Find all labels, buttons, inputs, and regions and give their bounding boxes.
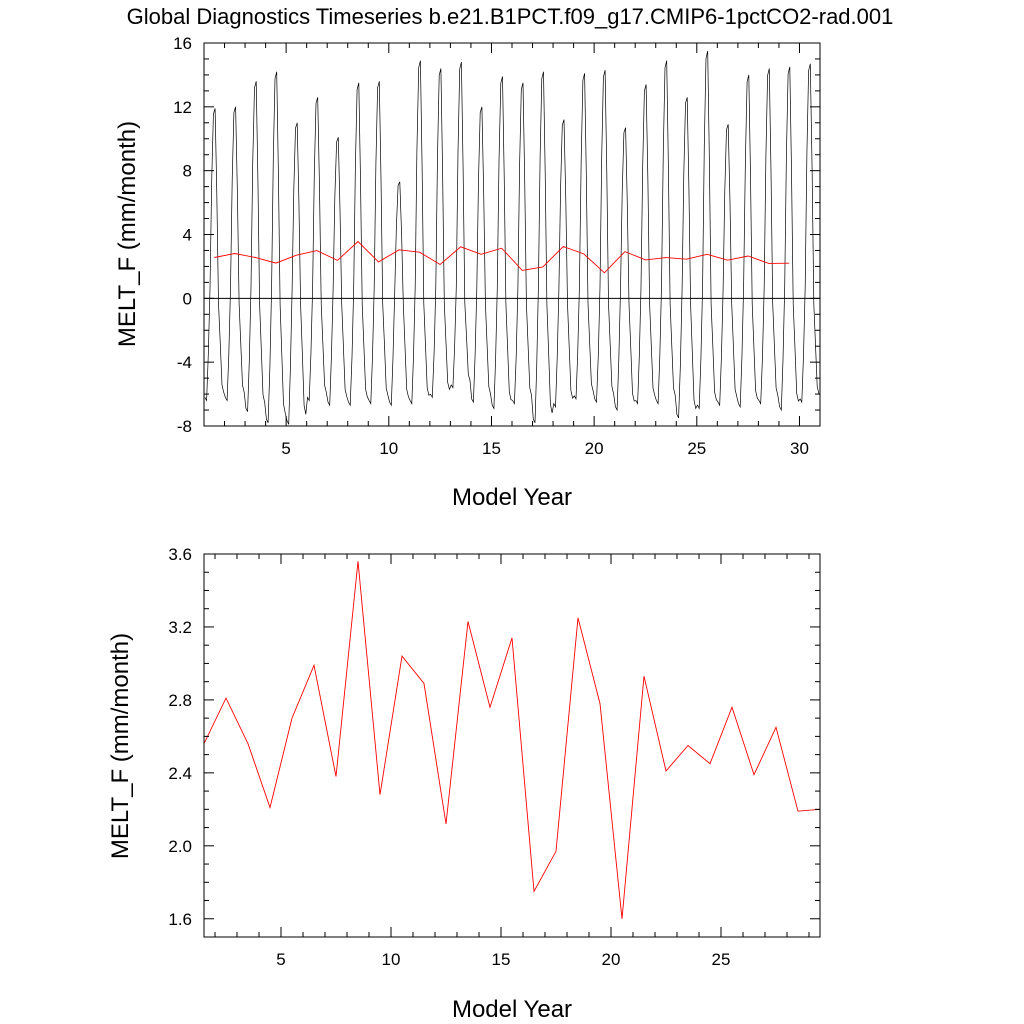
y-tick-label: -4 (177, 353, 192, 372)
annual-mean-series-group (214, 240, 790, 274)
bottom-y-axis-label: MELT_F (mm/month) (107, 633, 134, 859)
monthly-series-line (204, 50, 820, 425)
x-tick-label: 20 (585, 439, 604, 458)
x-tick-label: 25 (687, 439, 706, 458)
y-tick-label: 3.6 (168, 545, 192, 564)
figure-title: Global Diagnostics Timeseries b.e21.B1PC… (127, 4, 894, 29)
x-tick-label: 25 (712, 950, 731, 969)
y-tick-label: 2.4 (168, 764, 192, 783)
monthly-series-group (204, 50, 820, 425)
top-x-axis-label: Model Year (452, 484, 572, 511)
y-tick-label: 0 (183, 289, 192, 308)
x-tick-label: 20 (602, 950, 621, 969)
top-plot-frame (203, 42, 821, 427)
y-tick-label: 8 (183, 162, 192, 181)
x-tick-label: 15 (492, 950, 511, 969)
top-y-axis-label: MELT_F (mm/month) (114, 121, 141, 347)
x-tick-label: 15 (482, 439, 501, 458)
y-tick-label: 2.8 (168, 691, 192, 710)
bottom-plot-frame (203, 553, 821, 938)
y-tick-label: 2.0 (168, 837, 192, 856)
x-tick-label: 30 (790, 439, 809, 458)
annual-mean-series-line (214, 240, 790, 274)
y-tick-label: 12 (173, 98, 192, 117)
x-tick-label: 5 (281, 439, 290, 458)
top-axes: 5 10 15 20 25 30 -8 -4 0 4 8 12 16 (173, 34, 821, 458)
bottom-x-axis-label: Model Year (452, 996, 572, 1023)
y-tick-label: 4 (183, 226, 192, 245)
y-tick-label: 1.6 (168, 910, 192, 929)
x-tick-label: 5 (276, 950, 285, 969)
y-tick-label: 3.2 (168, 618, 192, 637)
annual-mean-series-group-detail (203, 561, 821, 919)
top-chart-panel: 5 10 15 20 25 30 -8 -4 0 4 8 12 16 Model Year MELT_F… (114, 34, 821, 511)
y-tick-label: -8 (177, 417, 192, 436)
annual-mean-series-line-detail (203, 561, 821, 919)
bottom-axes: 5 10 15 20 25 1.6 2.0 2.4 2.8 3.2 3.6 (168, 545, 820, 969)
x-tick-label: 10 (382, 950, 401, 969)
bottom-chart-panel: 5 10 15 20 25 1.6 2.0 2.4 2.8 3.2 3.6 Model Year M… (107, 545, 821, 1023)
y-tick-label: 16 (173, 34, 192, 53)
x-tick-label: 10 (379, 439, 398, 458)
